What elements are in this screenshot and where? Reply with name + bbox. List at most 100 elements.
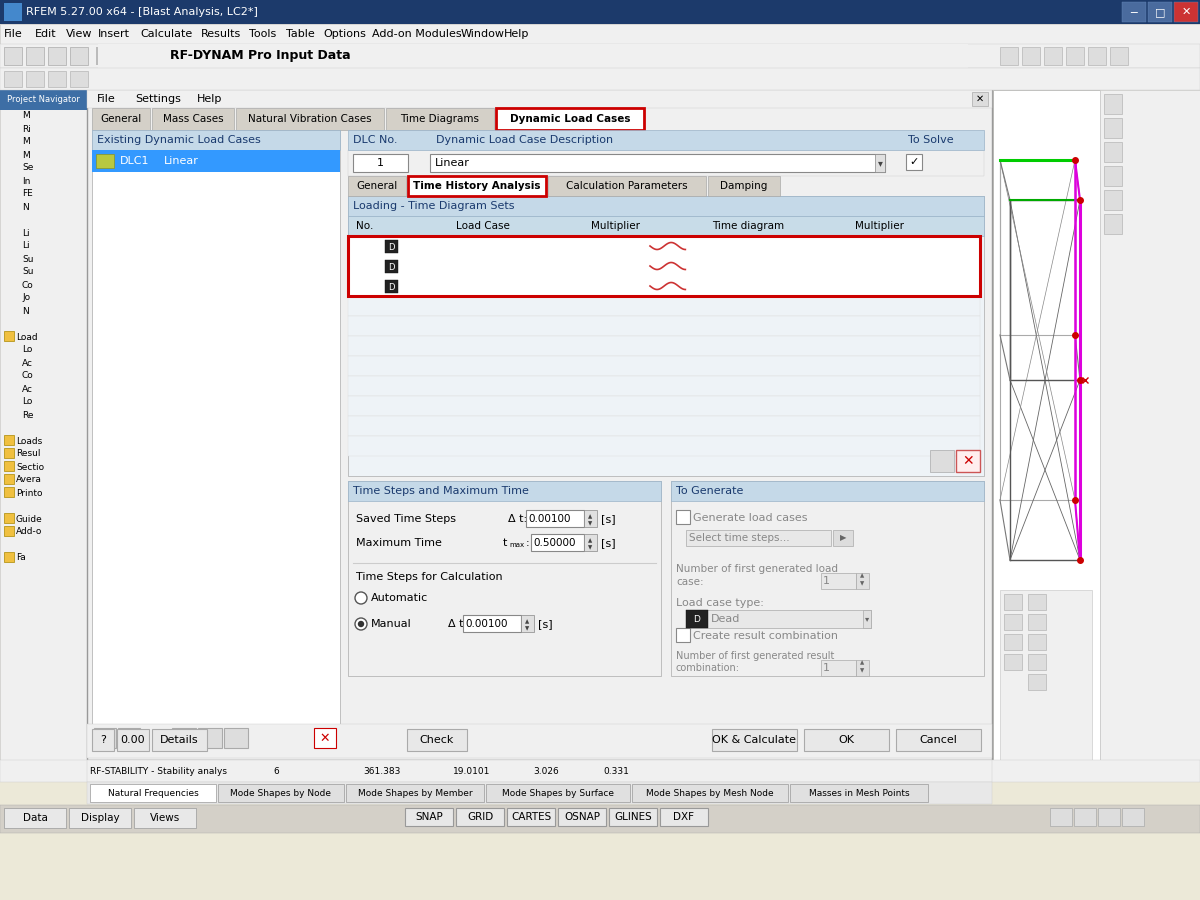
Bar bbox=[790, 784, 928, 802]
Text: General: General bbox=[356, 181, 397, 191]
Text: Printo: Printo bbox=[16, 489, 42, 498]
Bar bbox=[671, 481, 984, 501]
Text: :: : bbox=[526, 538, 529, 548]
Text: 1.000: 1.000 bbox=[864, 261, 896, 271]
Text: 1: 1 bbox=[823, 663, 830, 673]
Text: Su: Su bbox=[22, 267, 34, 276]
Bar bbox=[348, 256, 980, 276]
Bar bbox=[88, 90, 992, 108]
Bar bbox=[856, 660, 869, 676]
Text: Saved Time Steps: Saved Time Steps bbox=[356, 514, 456, 524]
Bar bbox=[1104, 166, 1122, 186]
Text: Automatic: Automatic bbox=[371, 593, 428, 603]
Text: Existing Dynamic Load Cases: Existing Dynamic Load Cases bbox=[97, 135, 260, 145]
Text: ▾: ▾ bbox=[865, 615, 869, 624]
Text: ▼: ▼ bbox=[524, 626, 529, 632]
Text: RFEM 5.27.00 x64 - [Blast Analysis, LC2*]: RFEM 5.27.00 x64 - [Blast Analysis, LC2*… bbox=[26, 7, 258, 17]
Text: Time History Analysis: Time History Analysis bbox=[413, 181, 541, 191]
Text: case:: case: bbox=[676, 577, 703, 587]
Text: Masses in Mesh Points: Masses in Mesh Points bbox=[809, 788, 910, 797]
Bar bbox=[348, 376, 980, 396]
Bar bbox=[134, 808, 196, 828]
Text: 1.000: 1.000 bbox=[599, 261, 631, 271]
Bar bbox=[686, 610, 708, 628]
Bar bbox=[1104, 94, 1122, 114]
Bar bbox=[4, 513, 14, 523]
Text: File: File bbox=[97, 94, 115, 104]
Bar bbox=[26, 47, 44, 65]
Bar bbox=[1000, 47, 1018, 65]
Text: Number of first generated load: Number of first generated load bbox=[676, 564, 838, 574]
Bar bbox=[348, 481, 661, 501]
Text: Check: Check bbox=[420, 735, 454, 745]
Text: Damping: Damping bbox=[720, 181, 768, 191]
Bar bbox=[526, 510, 584, 527]
Bar bbox=[584, 534, 598, 551]
Bar bbox=[1104, 214, 1122, 234]
Text: Time diagram: Time diagram bbox=[712, 221, 784, 231]
Text: [s]: [s] bbox=[538, 619, 553, 629]
Bar bbox=[584, 510, 598, 527]
Text: 0.50000: 0.50000 bbox=[533, 538, 576, 548]
Bar bbox=[1028, 654, 1046, 670]
Text: Cancel: Cancel bbox=[919, 735, 956, 745]
Bar bbox=[98, 44, 968, 68]
Bar bbox=[0, 90, 88, 760]
Bar bbox=[676, 628, 690, 642]
Bar bbox=[348, 396, 980, 416]
Text: 3: 3 bbox=[361, 281, 368, 291]
Bar bbox=[1122, 2, 1146, 22]
Text: ─: ─ bbox=[1130, 7, 1138, 17]
Bar bbox=[96, 154, 114, 168]
Text: Number of first generated result: Number of first generated result bbox=[676, 651, 834, 661]
Text: DLC1: DLC1 bbox=[120, 156, 150, 166]
Bar bbox=[856, 573, 869, 589]
Bar bbox=[348, 196, 984, 476]
Bar bbox=[348, 236, 980, 256]
Text: Dynamic Load Case Description: Dynamic Load Case Description bbox=[436, 135, 613, 145]
Bar bbox=[821, 660, 856, 676]
Bar bbox=[4, 474, 14, 484]
Text: TD3 | Rear Wall: TD3 | Rear Wall bbox=[670, 281, 755, 292]
Bar bbox=[94, 728, 116, 748]
Circle shape bbox=[355, 592, 367, 604]
Bar bbox=[4, 461, 14, 471]
Text: General: General bbox=[101, 114, 142, 124]
Text: Se: Se bbox=[22, 164, 34, 173]
Text: M: M bbox=[22, 112, 30, 121]
Text: ✕: ✕ bbox=[319, 732, 330, 744]
Bar bbox=[1148, 2, 1172, 22]
Bar bbox=[1022, 47, 1040, 65]
Text: Details: Details bbox=[160, 735, 198, 745]
Bar bbox=[712, 729, 797, 751]
Text: Dynamic Load Cases: Dynamic Load Cases bbox=[510, 114, 630, 124]
Bar bbox=[1110, 47, 1128, 65]
Text: Co: Co bbox=[22, 372, 34, 381]
Bar bbox=[1066, 47, 1084, 65]
Text: 1: 1 bbox=[377, 158, 384, 168]
Text: View: View bbox=[66, 29, 92, 39]
Bar bbox=[548, 176, 706, 196]
Bar bbox=[1044, 47, 1062, 65]
Bar bbox=[660, 808, 708, 826]
Bar bbox=[348, 481, 661, 676]
Text: Mode Shapes by Node: Mode Shapes by Node bbox=[230, 788, 331, 797]
Text: D: D bbox=[388, 242, 395, 251]
Text: TD2 | Side Wall / Roof: TD2 | Side Wall / Roof bbox=[670, 261, 790, 271]
Text: Sectio: Sectio bbox=[16, 463, 44, 472]
Bar bbox=[70, 47, 88, 65]
Bar bbox=[0, 44, 1200, 68]
Bar bbox=[521, 615, 534, 632]
Text: RF-STABILITY - Stability analys: RF-STABILITY - Stability analys bbox=[90, 767, 227, 776]
Text: 0.00: 0.00 bbox=[121, 735, 145, 745]
Bar bbox=[994, 90, 1100, 760]
Bar bbox=[348, 356, 980, 376]
Bar bbox=[4, 71, 22, 87]
Text: FE: FE bbox=[22, 190, 32, 199]
Text: Linear: Linear bbox=[164, 156, 199, 166]
Bar bbox=[152, 729, 208, 751]
Bar bbox=[407, 729, 467, 751]
Text: Display: Display bbox=[80, 813, 119, 823]
Text: SNAP: SNAP bbox=[415, 812, 443, 822]
Bar bbox=[88, 782, 992, 804]
